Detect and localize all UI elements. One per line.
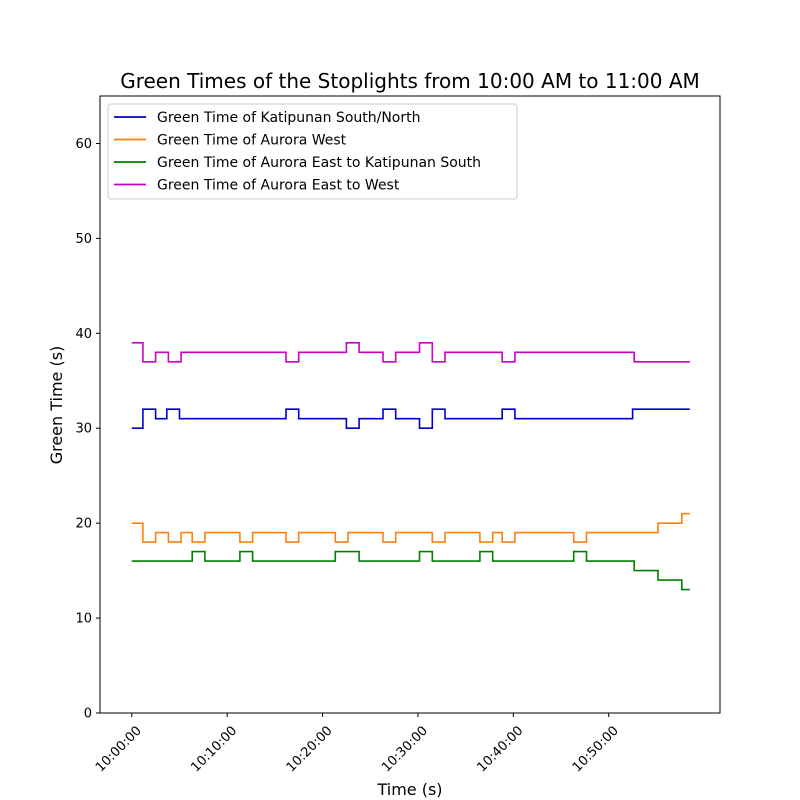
- series-line-2: [131, 512, 690, 543]
- y-axis: 0 10 20 30 40 50 60: [75, 137, 100, 722]
- legend-label: Green Time of Aurora East to West: [157, 178, 400, 194]
- y-tick-label: 20: [75, 517, 92, 532]
- legend-label: Green Time of Katipunan South/North: [157, 110, 421, 126]
- legend: Green Time of Katipunan South/North Green…: [107, 103, 518, 200]
- y-tick-label: 50: [75, 232, 92, 247]
- plot-area: [131, 342, 690, 591]
- legend-label: Green Time of Aurora East to Katipunan S…: [157, 155, 481, 171]
- plot-frame: [99, 95, 721, 714]
- series-line-1: [131, 408, 690, 429]
- legend-box: [107, 103, 518, 200]
- series-line-3: [131, 550, 690, 591]
- series-line-4: [131, 342, 690, 363]
- x-axis-title: Time (s): [376, 780, 442, 799]
- y-tick-label: 10: [75, 612, 92, 627]
- y-tick-label: 0: [84, 707, 92, 722]
- y-tick-label: 30: [75, 422, 92, 437]
- y-tick-label: 60: [75, 137, 92, 152]
- y-axis-title: Green Time (s): [47, 346, 66, 465]
- legend-label: Green Time of Aurora West: [157, 133, 347, 149]
- chart-title: Green Times of the Stoplights from 10:00…: [120, 69, 700, 93]
- y-tick-label: 40: [75, 327, 92, 342]
